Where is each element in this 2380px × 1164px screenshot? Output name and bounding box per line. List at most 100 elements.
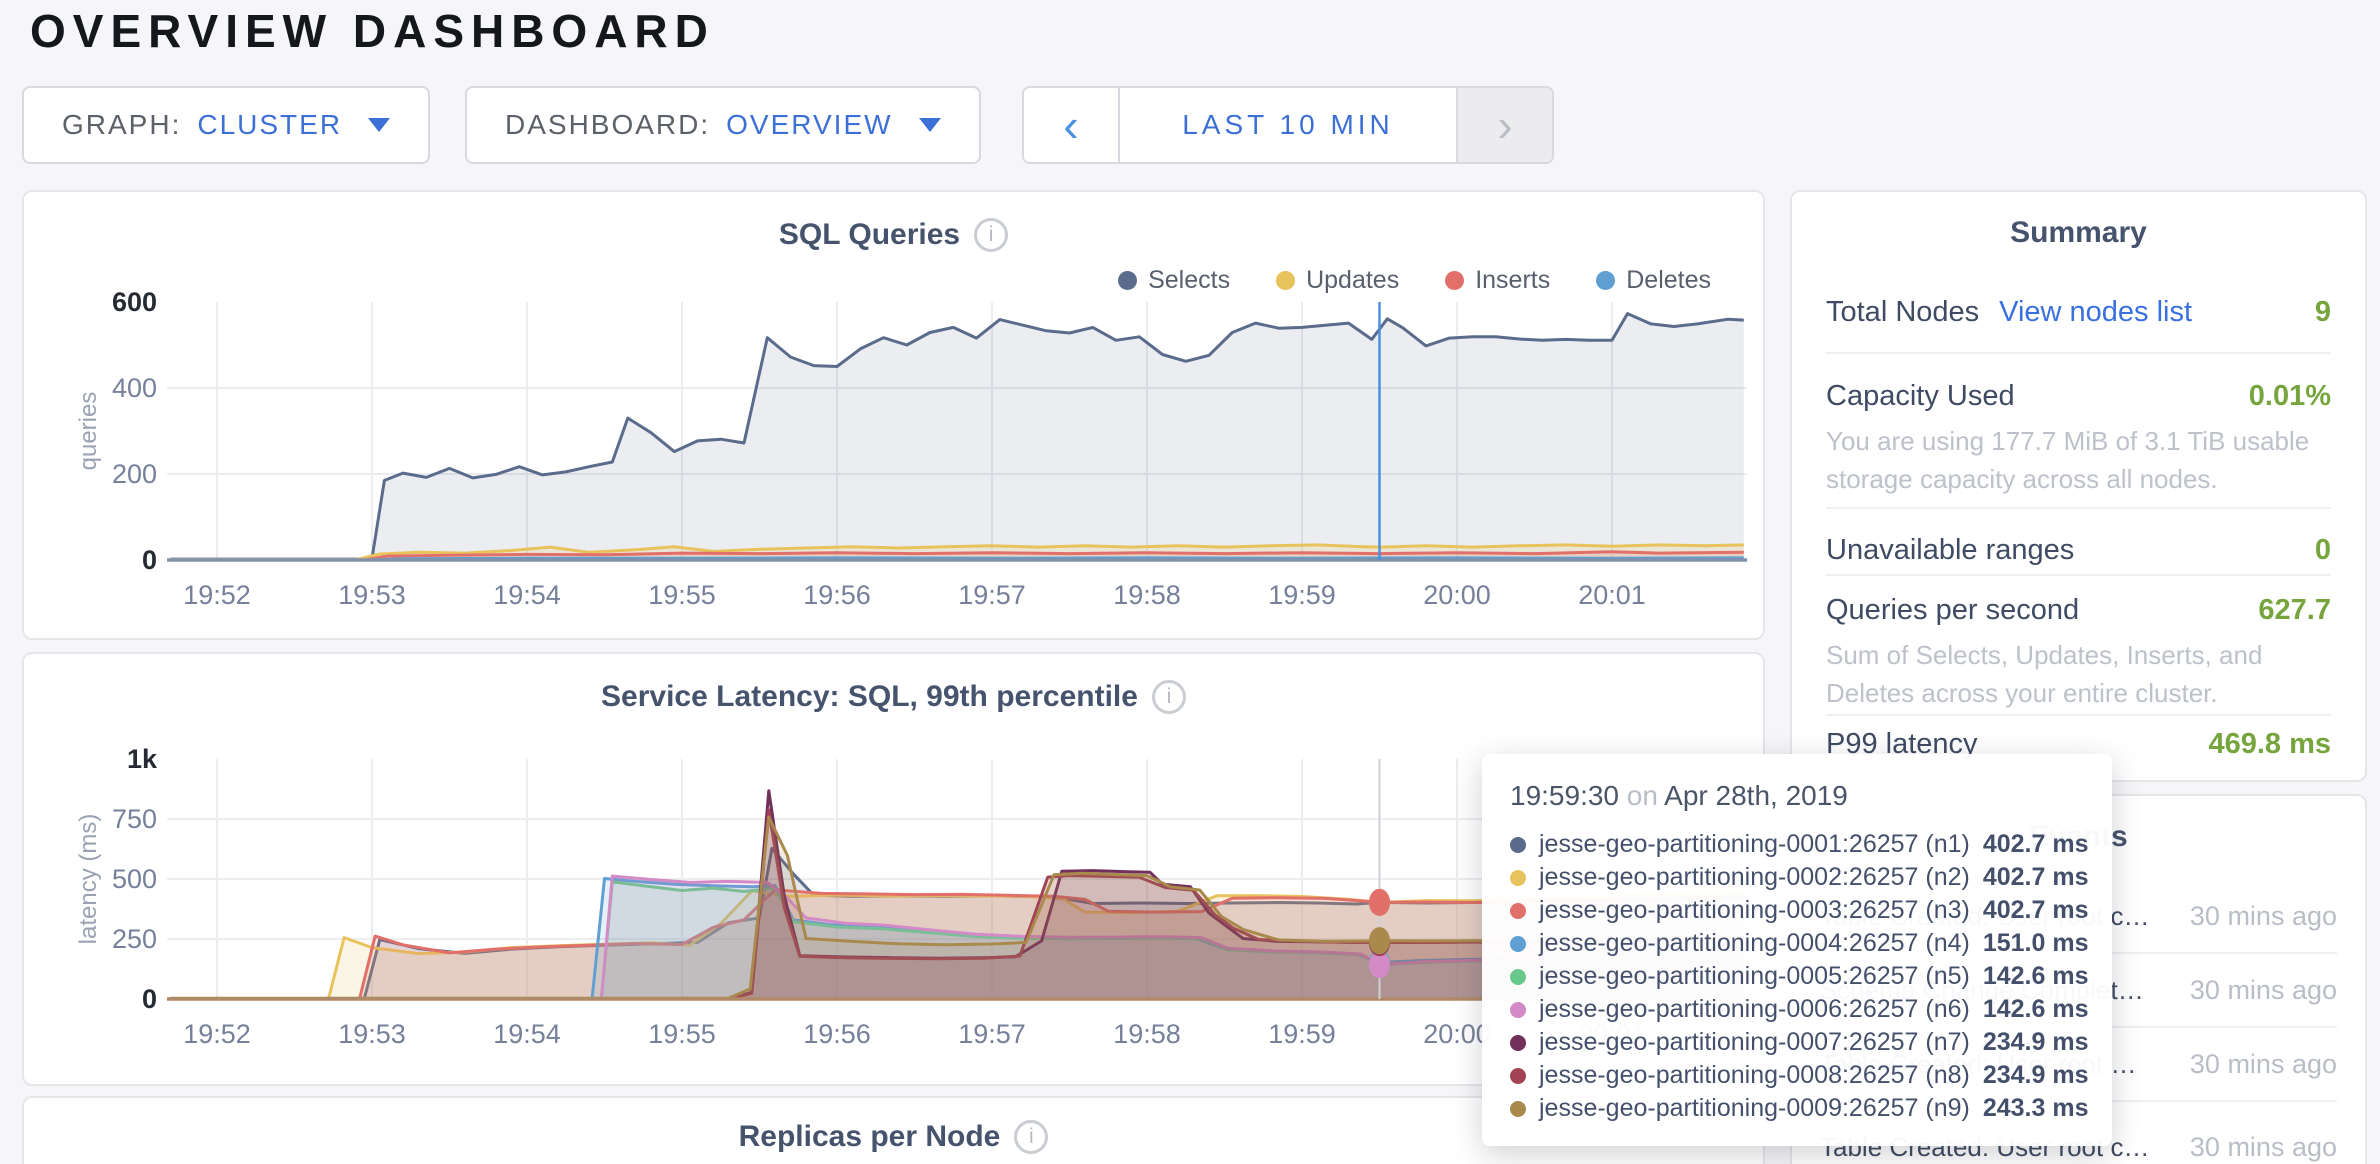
event-time: 30 mins ago	[2189, 1131, 2337, 1162]
legend-label: Deletes	[1626, 266, 1711, 294]
node-name: jesse-geo-partitioning-0003:26257 (n3)	[1539, 896, 1970, 924]
svg-text:19:54: 19:54	[493, 1019, 561, 1049]
page-title: OVERVIEW DASHBOARD	[30, 5, 715, 57]
svg-text:19:57: 19:57	[958, 1019, 1026, 1049]
node-name: jesse-geo-partitioning-0001:26257 (n1)	[1539, 830, 1970, 858]
service-latency-chart[interactable]: 0 250 500 750 1k 19:52 19:53 19:54 19:55 19:56 19:…	[24, 654, 1763, 1084]
node-color-dot-icon	[1510, 1034, 1526, 1051]
node-latency-value: 402.7 ms	[1982, 830, 2089, 858]
svg-text:19:53: 19:53	[338, 1019, 406, 1049]
summary-row-capacity: Capacity Used 0.01%	[1826, 378, 2331, 414]
svg-text:19:52: 19:52	[183, 1019, 251, 1049]
svg-text:750: 750	[112, 804, 157, 834]
p99-latency-value: 469.8 ms	[2208, 727, 2331, 760]
svg-text:19:56: 19:56	[803, 1019, 871, 1049]
legend-label: Inserts	[1475, 266, 1551, 294]
summary-row-qps: Queries per second 627.7	[1826, 592, 2331, 628]
svg-text:400: 400	[112, 373, 157, 403]
legend-item-inserts[interactable]: Inserts	[1445, 266, 1550, 295]
svg-text:19:58: 19:58	[1113, 1019, 1181, 1049]
node-latency-value: 243.3 ms	[1982, 1094, 2089, 1122]
dashboard-dropdown-value: OVERVIEW	[726, 109, 893, 140]
view-nodes-list-link[interactable]: View nodes list	[1999, 295, 2193, 328]
tooltip-row: jesse-geo-partitioning-0005:26257 (n5) 14…	[1510, 960, 2088, 993]
info-icon[interactable]: i	[1014, 1120, 1049, 1154]
qps-value: 627.7	[2258, 593, 2331, 626]
node-name: jesse-geo-partitioning-0007:26257 (n7)	[1539, 1028, 1970, 1056]
legend-label: Updates	[1306, 266, 1400, 294]
divider	[1826, 352, 2331, 354]
chevron-down-icon	[918, 118, 941, 132]
dashboard-dropdown[interactable]: DASHBOARD: OVERVIEW	[465, 86, 981, 164]
svg-text:1k: 1k	[127, 744, 158, 774]
tooltip-row: jesse-geo-partitioning-0002:26257 (n2) 40…	[1510, 861, 2088, 894]
chart-title-text: Replicas per Node	[738, 1120, 1001, 1153]
node-name: jesse-geo-partitioning-0002:26257 (n2)	[1539, 863, 1970, 891]
qps-subtext: Sum of Selects, Updates, Inserts, and De…	[1826, 640, 2263, 708]
node-latency-value: 234.9 ms	[1982, 1028, 2089, 1056]
svg-text:19:55: 19:55	[648, 580, 716, 610]
dashboard-dropdown-label: DASHBOARD:	[505, 109, 711, 140]
svg-text:19:59: 19:59	[1268, 580, 1336, 610]
node-name: jesse-geo-partitioning-0006:26257 (n6)	[1539, 995, 1970, 1023]
svg-text:20:00: 20:00	[1423, 580, 1491, 610]
chevron-down-icon	[368, 118, 391, 132]
tooltip-row: jesse-geo-partitioning-0006:26257 (n6) 14…	[1510, 993, 2088, 1026]
time-next-button[interactable]: ›	[1456, 88, 1552, 162]
tooltip-row: jesse-geo-partitioning-0004:26257 (n4) 15…	[1510, 927, 2088, 960]
svg-text:19:59: 19:59	[1268, 1019, 1336, 1049]
legend-item-updates[interactable]: Updates	[1276, 266, 1399, 295]
svg-text:500: 500	[112, 864, 157, 894]
time-prev-button[interactable]: ‹	[1024, 88, 1120, 162]
time-range-value[interactable]: LAST 10 MIN	[1182, 109, 1394, 140]
divider	[1826, 507, 2331, 509]
tooltip-time: 19:59:30	[1510, 780, 1619, 811]
svg-text:19:58: 19:58	[1113, 580, 1181, 610]
graph-dropdown[interactable]: GRAPH: CLUSTER	[22, 86, 431, 164]
node-latency-value: 402.7 ms	[1982, 863, 2089, 891]
summary-panel: Summary Total Nodes View nodes list 9 Ca…	[1790, 190, 2367, 782]
svg-text:0: 0	[142, 545, 157, 575]
tooltip-row: jesse-geo-partitioning-0003:26257 (n3) 40…	[1510, 894, 2088, 927]
chart-title-text: SQL Queries	[778, 218, 961, 251]
summary-title: Summary	[2010, 216, 2147, 249]
capacity-used-label: Capacity Used	[1826, 379, 2015, 412]
node-latency-value: 142.6 ms	[1982, 995, 2089, 1023]
sql-queries-chart[interactable]: 0 200 400 600 19:52 19:53 19:54 19:55 19:56 19:57…	[24, 192, 1763, 638]
legend-item-selects[interactable]: Selects	[1118, 266, 1230, 295]
node-color-dot-icon	[1510, 935, 1526, 952]
divider	[1826, 714, 2331, 716]
node-name: jesse-geo-partitioning-0008:26257 (n8)	[1539, 1061, 1970, 1089]
node-color-dot-icon	[1510, 968, 1526, 985]
tooltip-row: jesse-geo-partitioning-0001:26257 (n1) 40…	[1510, 828, 2088, 861]
event-list-item[interactable]: Table Created: User root cr…30 mins ago	[1820, 1102, 2337, 1164]
unavailable-ranges-value: 0	[2314, 533, 2331, 566]
replicas-per-node-chart-panel: Replicas per Node i	[22, 1096, 1765, 1164]
node-latency-value: 402.7 ms	[1982, 896, 2089, 924]
svg-text:latency (ms): latency (ms)	[75, 814, 102, 945]
legend-item-deletes[interactable]: Deletes	[1596, 266, 1711, 295]
info-icon[interactable]: i	[1151, 680, 1186, 714]
node-color-dot-icon	[1510, 902, 1526, 919]
capacity-used-value: 0.01%	[2248, 379, 2331, 412]
legend-dot-icon	[1596, 271, 1616, 290]
svg-text:0: 0	[142, 984, 157, 1014]
chart-title-text: Service Latency: SQL, 99th percentile	[601, 680, 1138, 713]
time-range-selector: ‹ LAST 10 MIN ›	[1022, 86, 1554, 164]
chevron-right-icon: ›	[1497, 99, 1513, 151]
node-color-dot-icon	[1510, 1001, 1526, 1018]
legend-label: Selects	[1148, 266, 1231, 294]
legend-dot-icon	[1118, 271, 1138, 290]
node-color-dot-icon	[1510, 1100, 1526, 1117]
svg-text:19:57: 19:57	[958, 580, 1026, 610]
divider	[1826, 574, 2331, 576]
capacity-used-subtext: You are using 177.7 MiB of 3.1 TiB usabl…	[1826, 426, 2310, 494]
sql-queries-legend: Selects Updates Inserts Deletes	[1118, 266, 1711, 295]
summary-row-total-nodes: Total Nodes View nodes list 9	[1826, 292, 2331, 332]
info-icon[interactable]: i	[974, 218, 1009, 252]
svg-text:19:55: 19:55	[648, 1019, 716, 1049]
node-color-dot-icon	[1510, 1067, 1526, 1084]
svg-text:20:00: 20:00	[1423, 1019, 1491, 1049]
qps-label: Queries per second	[1826, 593, 2080, 626]
